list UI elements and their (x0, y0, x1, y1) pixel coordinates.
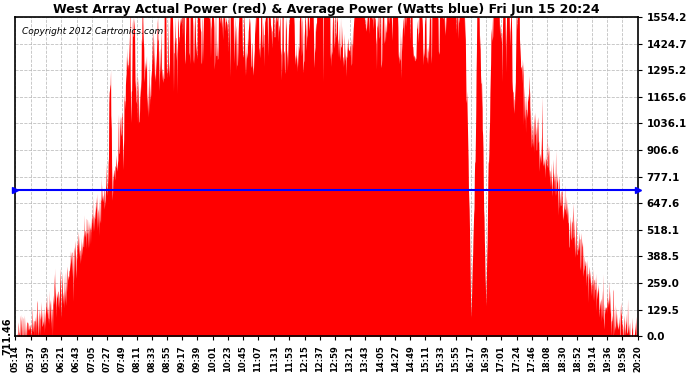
Text: 711.46: 711.46 (2, 318, 12, 355)
Title: West Array Actual Power (red) & Average Power (Watts blue) Fri Jun 15 20:24: West Array Actual Power (red) & Average … (53, 3, 600, 16)
Text: Copyright 2012 Cartronics.com: Copyright 2012 Cartronics.com (21, 27, 163, 36)
